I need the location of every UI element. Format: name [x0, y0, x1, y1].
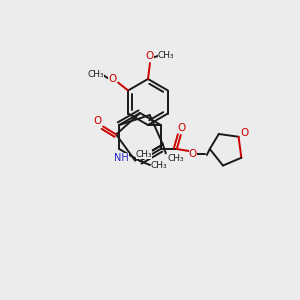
Text: CH₃: CH₃ — [167, 154, 184, 163]
Text: O: O — [146, 51, 154, 61]
Text: CH₃: CH₃ — [88, 70, 104, 79]
Text: O: O — [93, 116, 101, 127]
Text: O: O — [241, 128, 249, 138]
Text: CH₃: CH₃ — [158, 50, 174, 59]
Text: CH₃: CH₃ — [136, 150, 152, 159]
Text: CH₃: CH₃ — [151, 161, 167, 170]
Text: O: O — [108, 74, 116, 85]
Text: NH: NH — [114, 153, 129, 163]
Text: O: O — [178, 123, 186, 133]
Text: O: O — [189, 149, 197, 159]
